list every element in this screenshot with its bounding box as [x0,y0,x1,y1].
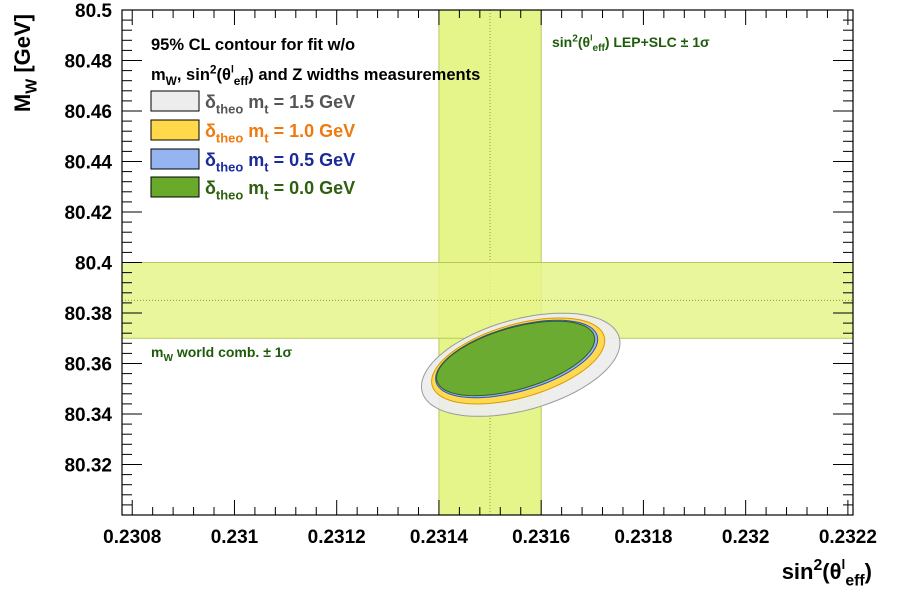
legend-swatch-1 [150,119,200,141]
x-tick-label: 0.2314 [410,527,469,548]
legend-label-1: δtheo mt = 1.0 GeV [205,121,355,145]
y-tick-label: 80.36 [64,355,112,376]
y-ticks [122,9,853,516]
x-tick-label: 0.2322 [819,527,877,548]
y-tick-label: 80.38 [64,304,112,325]
contour-3 [436,320,596,397]
x-tick-label: 0.232 [722,527,770,548]
y-tick-label: 80.48 [64,52,112,73]
legend-title-line2: mW, sin2(θleff) and Z widths measurement… [151,62,480,88]
legend-swatch-3 [150,176,200,198]
y-tick-label: 80.4 [75,254,112,275]
x-tick-label: 0.2312 [308,527,366,548]
x-tick-label: 0.2308 [103,527,161,548]
legend-swatch-0 [150,90,200,112]
y-tick-label: 80.5 [75,1,112,22]
y-axis-title: MW [GeV] [10,14,41,112]
mw-band-label: mW world comb. ± 1σ [151,344,293,364]
sin2-band-label: sin2(θleff) LEP+SLC ± 1σ [552,33,710,55]
x-axis-title: sin2(θleff) [782,557,872,590]
y-tick-label: 80.44 [64,153,112,174]
legend-label-3: δtheo mt = 0.0 GeV [205,178,355,202]
y-tick-label: 80.34 [64,405,112,426]
x-ticks [131,10,849,515]
legend-swatch-2 [150,148,200,170]
legend-label-2: δtheo mt = 0.5 GeV [205,150,355,174]
x-tick-label: 0.231 [211,527,259,548]
y-tick-label: 80.42 [64,203,112,224]
y-tick-label: 80.46 [64,102,112,123]
x-tick-label: 0.2318 [614,527,672,548]
y-tick-label: 80.32 [64,456,112,477]
x-tick-label: 0.2316 [512,527,570,548]
legend-label-0: δtheo mt = 1.5 GeV [205,92,355,116]
legend-title-line1: 95% CL contour for fit w/o [151,36,355,54]
